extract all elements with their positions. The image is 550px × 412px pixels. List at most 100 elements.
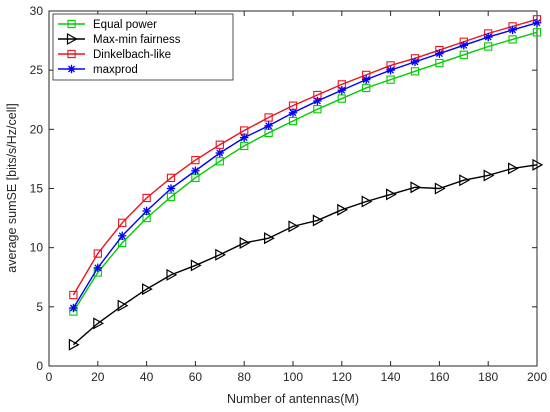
data-point <box>264 113 273 122</box>
x-tick-label: 120 <box>332 370 352 384</box>
y-tick-label: 25 <box>30 63 44 77</box>
x-axis-label: Number of antennas(M) <box>227 392 359 406</box>
data-point <box>508 162 519 175</box>
data-point <box>484 42 493 51</box>
data-point <box>362 83 371 93</box>
data-point <box>312 214 324 227</box>
y-tick-label: 10 <box>30 241 44 255</box>
series-maxprod <box>69 18 542 313</box>
data-point <box>69 290 78 300</box>
data-point <box>434 182 446 195</box>
data-point <box>532 18 542 28</box>
legend-marker <box>67 64 76 74</box>
x-tick-label: 200 <box>527 370 547 384</box>
data-point <box>313 105 322 114</box>
data-point <box>215 157 224 166</box>
data-point <box>483 169 495 182</box>
data-point <box>459 41 468 50</box>
data-point <box>93 249 102 258</box>
x-tick-label: 100 <box>283 370 303 384</box>
data-point <box>337 94 346 103</box>
data-point <box>166 268 178 281</box>
data-point <box>386 188 397 201</box>
legend-marker <box>67 49 76 59</box>
data-point <box>288 108 298 117</box>
series-layer <box>68 15 544 351</box>
legend-item: Dinkelbach-like <box>58 49 171 61</box>
y-tick-label: 15 <box>30 182 44 196</box>
data-point <box>166 184 176 193</box>
data-point <box>264 121 273 130</box>
x-tick-label: 140 <box>381 370 401 384</box>
legend-label: maxprod <box>93 64 138 76</box>
data-point <box>240 141 249 151</box>
data-point <box>69 303 78 313</box>
data-point <box>118 231 127 241</box>
y-tick-label: 5 <box>36 300 43 314</box>
data-point <box>386 65 395 75</box>
data-point <box>215 148 224 158</box>
legend-item: Max-min fairness <box>58 32 181 46</box>
data-point <box>264 232 275 245</box>
data-point <box>118 218 127 227</box>
data-point <box>459 174 471 187</box>
data-point <box>191 155 200 165</box>
series-max-min-fairness <box>68 158 544 351</box>
legend-marker <box>66 32 78 46</box>
data-point <box>410 67 420 76</box>
y-axis-ticks: 0 5 10 15 20 25 30 <box>30 4 537 373</box>
legend-item: Equal power <box>58 19 157 31</box>
data-point <box>337 86 346 95</box>
x-tick-label: 80 <box>238 370 252 384</box>
legend-label: Dinkelbach-like <box>93 49 171 61</box>
data-point <box>313 96 322 106</box>
x-tick-label: 60 <box>189 370 203 384</box>
data-point <box>386 75 395 84</box>
data-point <box>532 28 542 37</box>
series-equal-power <box>69 28 542 316</box>
data-point <box>68 338 80 351</box>
data-point <box>191 166 200 175</box>
data-point <box>93 317 105 330</box>
data-point <box>215 140 224 149</box>
data-point <box>190 259 202 272</box>
x-tick-label: 20 <box>91 370 105 384</box>
legend-item: maxprod <box>58 64 138 76</box>
y-tick-label: 20 <box>30 122 44 136</box>
x-axis-ticks: 0 20 40 60 80 100 120 140 160 180 200 <box>46 11 547 384</box>
data-point <box>410 181 422 194</box>
data-point <box>362 75 371 84</box>
data-point <box>508 35 517 44</box>
y-axis-label: average sumSE [bits/s/Hz/cell] <box>5 103 19 273</box>
data-point <box>288 220 300 233</box>
data-point <box>484 32 493 42</box>
data-point <box>166 173 176 182</box>
x-tick-label: 160 <box>429 370 449 384</box>
data-point <box>142 206 151 216</box>
legend: Equal power Max-min fairness Dinkelbach-li… <box>52 13 234 81</box>
x-tick-label: 0 <box>46 370 53 384</box>
legend-label: Max-min fairness <box>93 34 181 46</box>
data-point <box>288 116 298 126</box>
data-point <box>410 57 420 67</box>
y-tick-label: 30 <box>30 4 44 18</box>
data-point <box>337 203 349 216</box>
data-point <box>508 25 517 35</box>
legend-marker <box>67 19 76 29</box>
data-point <box>240 133 249 142</box>
data-point <box>215 248 227 261</box>
x-tick-label: 40 <box>140 370 154 384</box>
data-point <box>142 193 151 203</box>
y-tick-label: 0 <box>36 359 43 373</box>
data-point <box>532 158 544 171</box>
data-point <box>93 263 102 272</box>
data-point <box>435 49 444 58</box>
data-point <box>239 236 251 249</box>
legend-label: Equal power <box>93 19 157 31</box>
series-line <box>72 22 538 309</box>
data-point <box>435 58 444 68</box>
data-point <box>459 50 468 59</box>
data-point <box>166 192 176 201</box>
x-tick-label: 180 <box>478 370 498 384</box>
